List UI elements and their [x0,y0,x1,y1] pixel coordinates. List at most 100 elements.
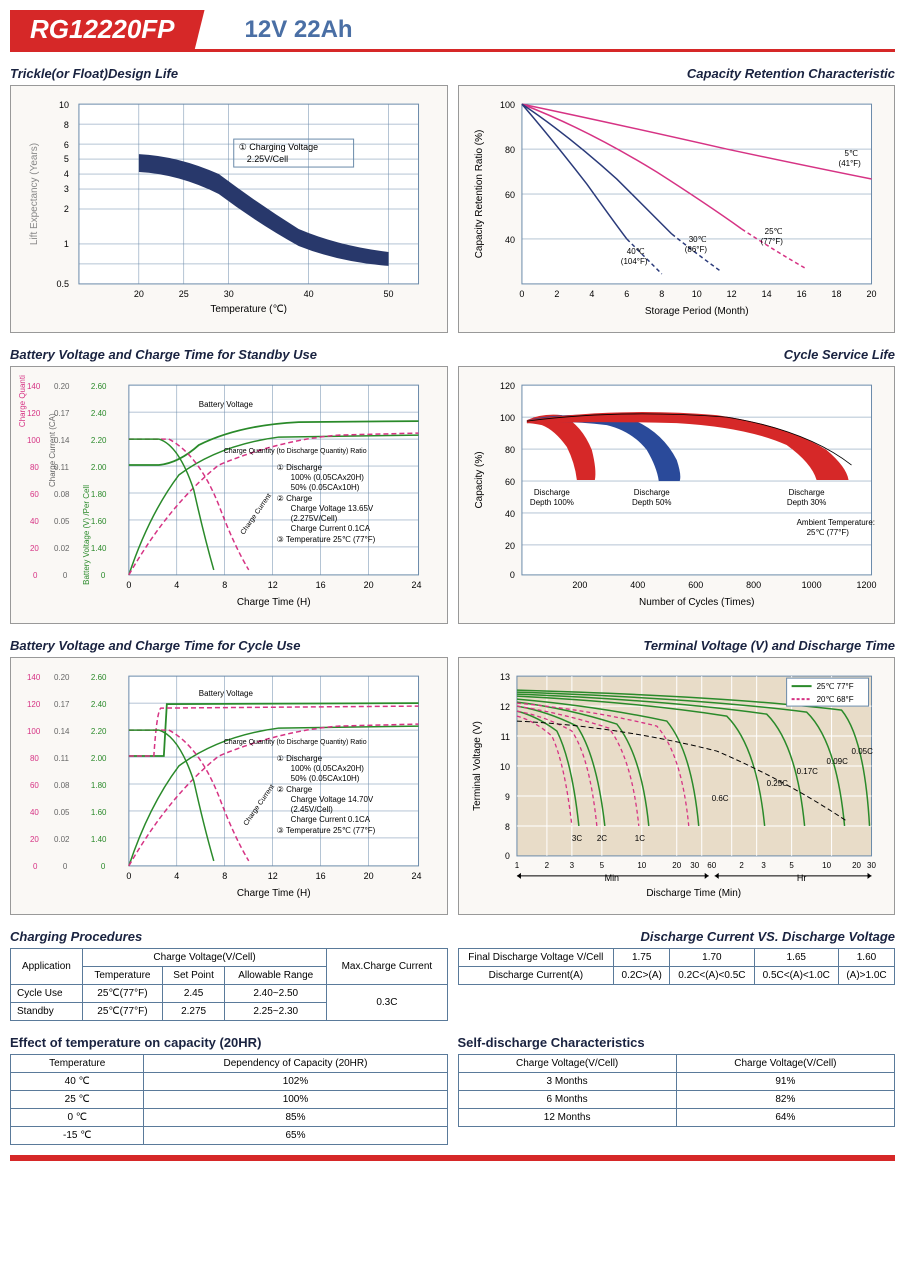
self-discharge-table: Charge Voltage(V/Cell) Charge Voltage(V/… [458,1054,896,1127]
svg-text:Min: Min [604,873,618,883]
svg-text:2: 2 [554,289,559,299]
svg-text:0.05C: 0.05C [851,747,873,756]
svg-text:10: 10 [59,100,69,110]
svg-text:40: 40 [504,509,514,519]
svg-text:2.20: 2.20 [91,436,107,445]
svg-text:0: 0 [33,862,38,871]
svg-text:10: 10 [822,861,831,870]
chart-title: Trickle(or Float)Design Life [10,66,448,81]
svg-text:0.11: 0.11 [54,754,70,763]
svg-text:20: 20 [134,289,144,299]
spec-label: 12V 22Ah [245,16,353,44]
svg-text:0: 0 [101,862,106,871]
svg-text:30: 30 [867,861,876,870]
svg-text:30: 30 [690,861,699,870]
svg-text:1: 1 [64,239,69,249]
svg-text:Hr: Hr [796,873,805,883]
svg-text:0.25C: 0.25C [766,779,788,788]
cycle-life-chart: Discharge Depth 100% Discharge Depth 50%… [458,366,896,624]
svg-text:1.80: 1.80 [91,490,107,499]
svg-text:0.09C: 0.09C [826,757,848,766]
terminal-chart: 25℃ 77°F 20℃ 68°F 3C2C1C 0.6C0.25C 0.17C… [458,657,896,915]
svg-text:80: 80 [30,754,39,763]
svg-text:12: 12 [268,580,278,590]
svg-text:16: 16 [796,289,806,299]
discharge-voltage-table: Final Discharge Voltage V/Cell 1.75 1.70… [458,948,896,985]
svg-text:0.17C: 0.17C [796,767,818,776]
svg-text:③ Temperature 25℃ (77°F): ③ Temperature 25℃ (77°F) [277,826,376,835]
svg-text:12: 12 [499,702,509,712]
svg-text:16: 16 [316,871,326,881]
chart-title: Battery Voltage and Charge Time for Cycl… [10,638,448,653]
svg-text:14: 14 [761,289,771,299]
svg-text:0.08: 0.08 [54,781,70,790]
svg-text:8: 8 [504,822,509,832]
svg-text:Discharge: Discharge [633,488,670,497]
svg-text:140: 140 [27,382,41,391]
standby-chart: Battery Voltage Charge Quantity (to Disc… [10,366,448,624]
svg-text:60: 60 [504,190,514,200]
svg-text:① Discharge: ① Discharge [277,754,323,763]
svg-text:100: 100 [27,727,41,736]
svg-text:6: 6 [624,289,629,299]
svg-text:8: 8 [659,289,664,299]
svg-text:Charge Voltage 14.70V: Charge Voltage 14.70V [291,795,374,804]
svg-text:25℃ 77°F: 25℃ 77°F [816,682,853,691]
svg-text:4: 4 [174,580,179,590]
table-title: Charging Procedures [10,929,448,944]
svg-text:40℃: 40℃ [626,247,644,256]
svg-text:60: 60 [504,477,514,487]
svg-text:60: 60 [30,781,39,790]
svg-text:0: 0 [519,289,524,299]
svg-text:400: 400 [630,580,645,590]
svg-text:0: 0 [33,571,38,580]
svg-text:3C: 3C [571,834,581,843]
model-label: RG12220FP [10,10,205,49]
svg-text:Battery Voltage: Battery Voltage [199,400,254,409]
svg-text:0: 0 [509,570,514,580]
svg-text:6: 6 [64,140,69,150]
svg-text:0: 0 [126,871,131,881]
svg-text:① Discharge: ① Discharge [277,463,323,472]
svg-text:25℃: 25℃ [764,227,782,236]
svg-text:200: 200 [572,580,587,590]
svg-text:Temperature (℃): Temperature (℃) [210,304,287,315]
svg-text:2: 2 [544,861,549,870]
svg-text:Discharge Time (Min): Discharge Time (Min) [646,888,741,899]
svg-text:80: 80 [504,145,514,155]
svg-text:2.20: 2.20 [91,727,107,736]
svg-text:40: 40 [30,808,39,817]
svg-text:0.02: 0.02 [54,544,70,553]
svg-text:10: 10 [637,861,646,870]
svg-text:8: 8 [222,580,227,590]
svg-text:10: 10 [499,762,509,772]
svg-text:Depth 50%: Depth 50% [632,498,672,507]
svg-text:Battery Voltage (V) /Per Cell: Battery Voltage (V) /Per Cell [82,485,91,585]
svg-text:20℃ 68°F: 20℃ 68°F [816,695,853,704]
svg-text:Depth 100%: Depth 100% [529,498,573,507]
svg-text:40: 40 [504,235,514,245]
svg-text:800: 800 [746,580,761,590]
banner: RG12220FP 12V 22Ah [10,10,895,52]
trickle-chart: ① Charging Voltage 2.25V/Cell 10 8 6 5 4… [10,85,448,333]
svg-text:Lift Expectancy (Years): Lift Expectancy (Years) [29,143,40,245]
svg-text:24: 24 [412,871,422,881]
svg-text:0.20: 0.20 [54,673,70,682]
svg-text:(2.45V/Cell): (2.45V/Cell) [291,805,333,814]
svg-text:Capacity Retention Ratio (%): Capacity Retention Ratio (%) [473,130,484,259]
svg-text:Charge Current 0.1CA: Charge Current 0.1CA [291,815,371,824]
svg-text:Charge Quantity (%): Charge Quantity (%) [19,375,27,427]
svg-text:100% (0.05CAx20H): 100% (0.05CAx20H) [291,473,365,482]
svg-text:20: 20 [30,544,39,553]
footer-bar [10,1155,895,1161]
svg-text:(86°F): (86°F) [684,245,707,254]
svg-text:1.40: 1.40 [91,835,107,844]
svg-text:1.60: 1.60 [91,517,107,526]
svg-text:30℃: 30℃ [688,235,706,244]
svg-text:40: 40 [30,517,39,526]
svg-text:12: 12 [726,289,736,299]
svg-text:Discharge: Discharge [533,488,570,497]
retention-chart: 5℃(41°F) 25℃(77°F) 30℃(86°F) 40℃(104°F) … [458,85,896,333]
svg-text:(41°F): (41°F) [838,159,861,168]
svg-text:120: 120 [27,409,41,418]
